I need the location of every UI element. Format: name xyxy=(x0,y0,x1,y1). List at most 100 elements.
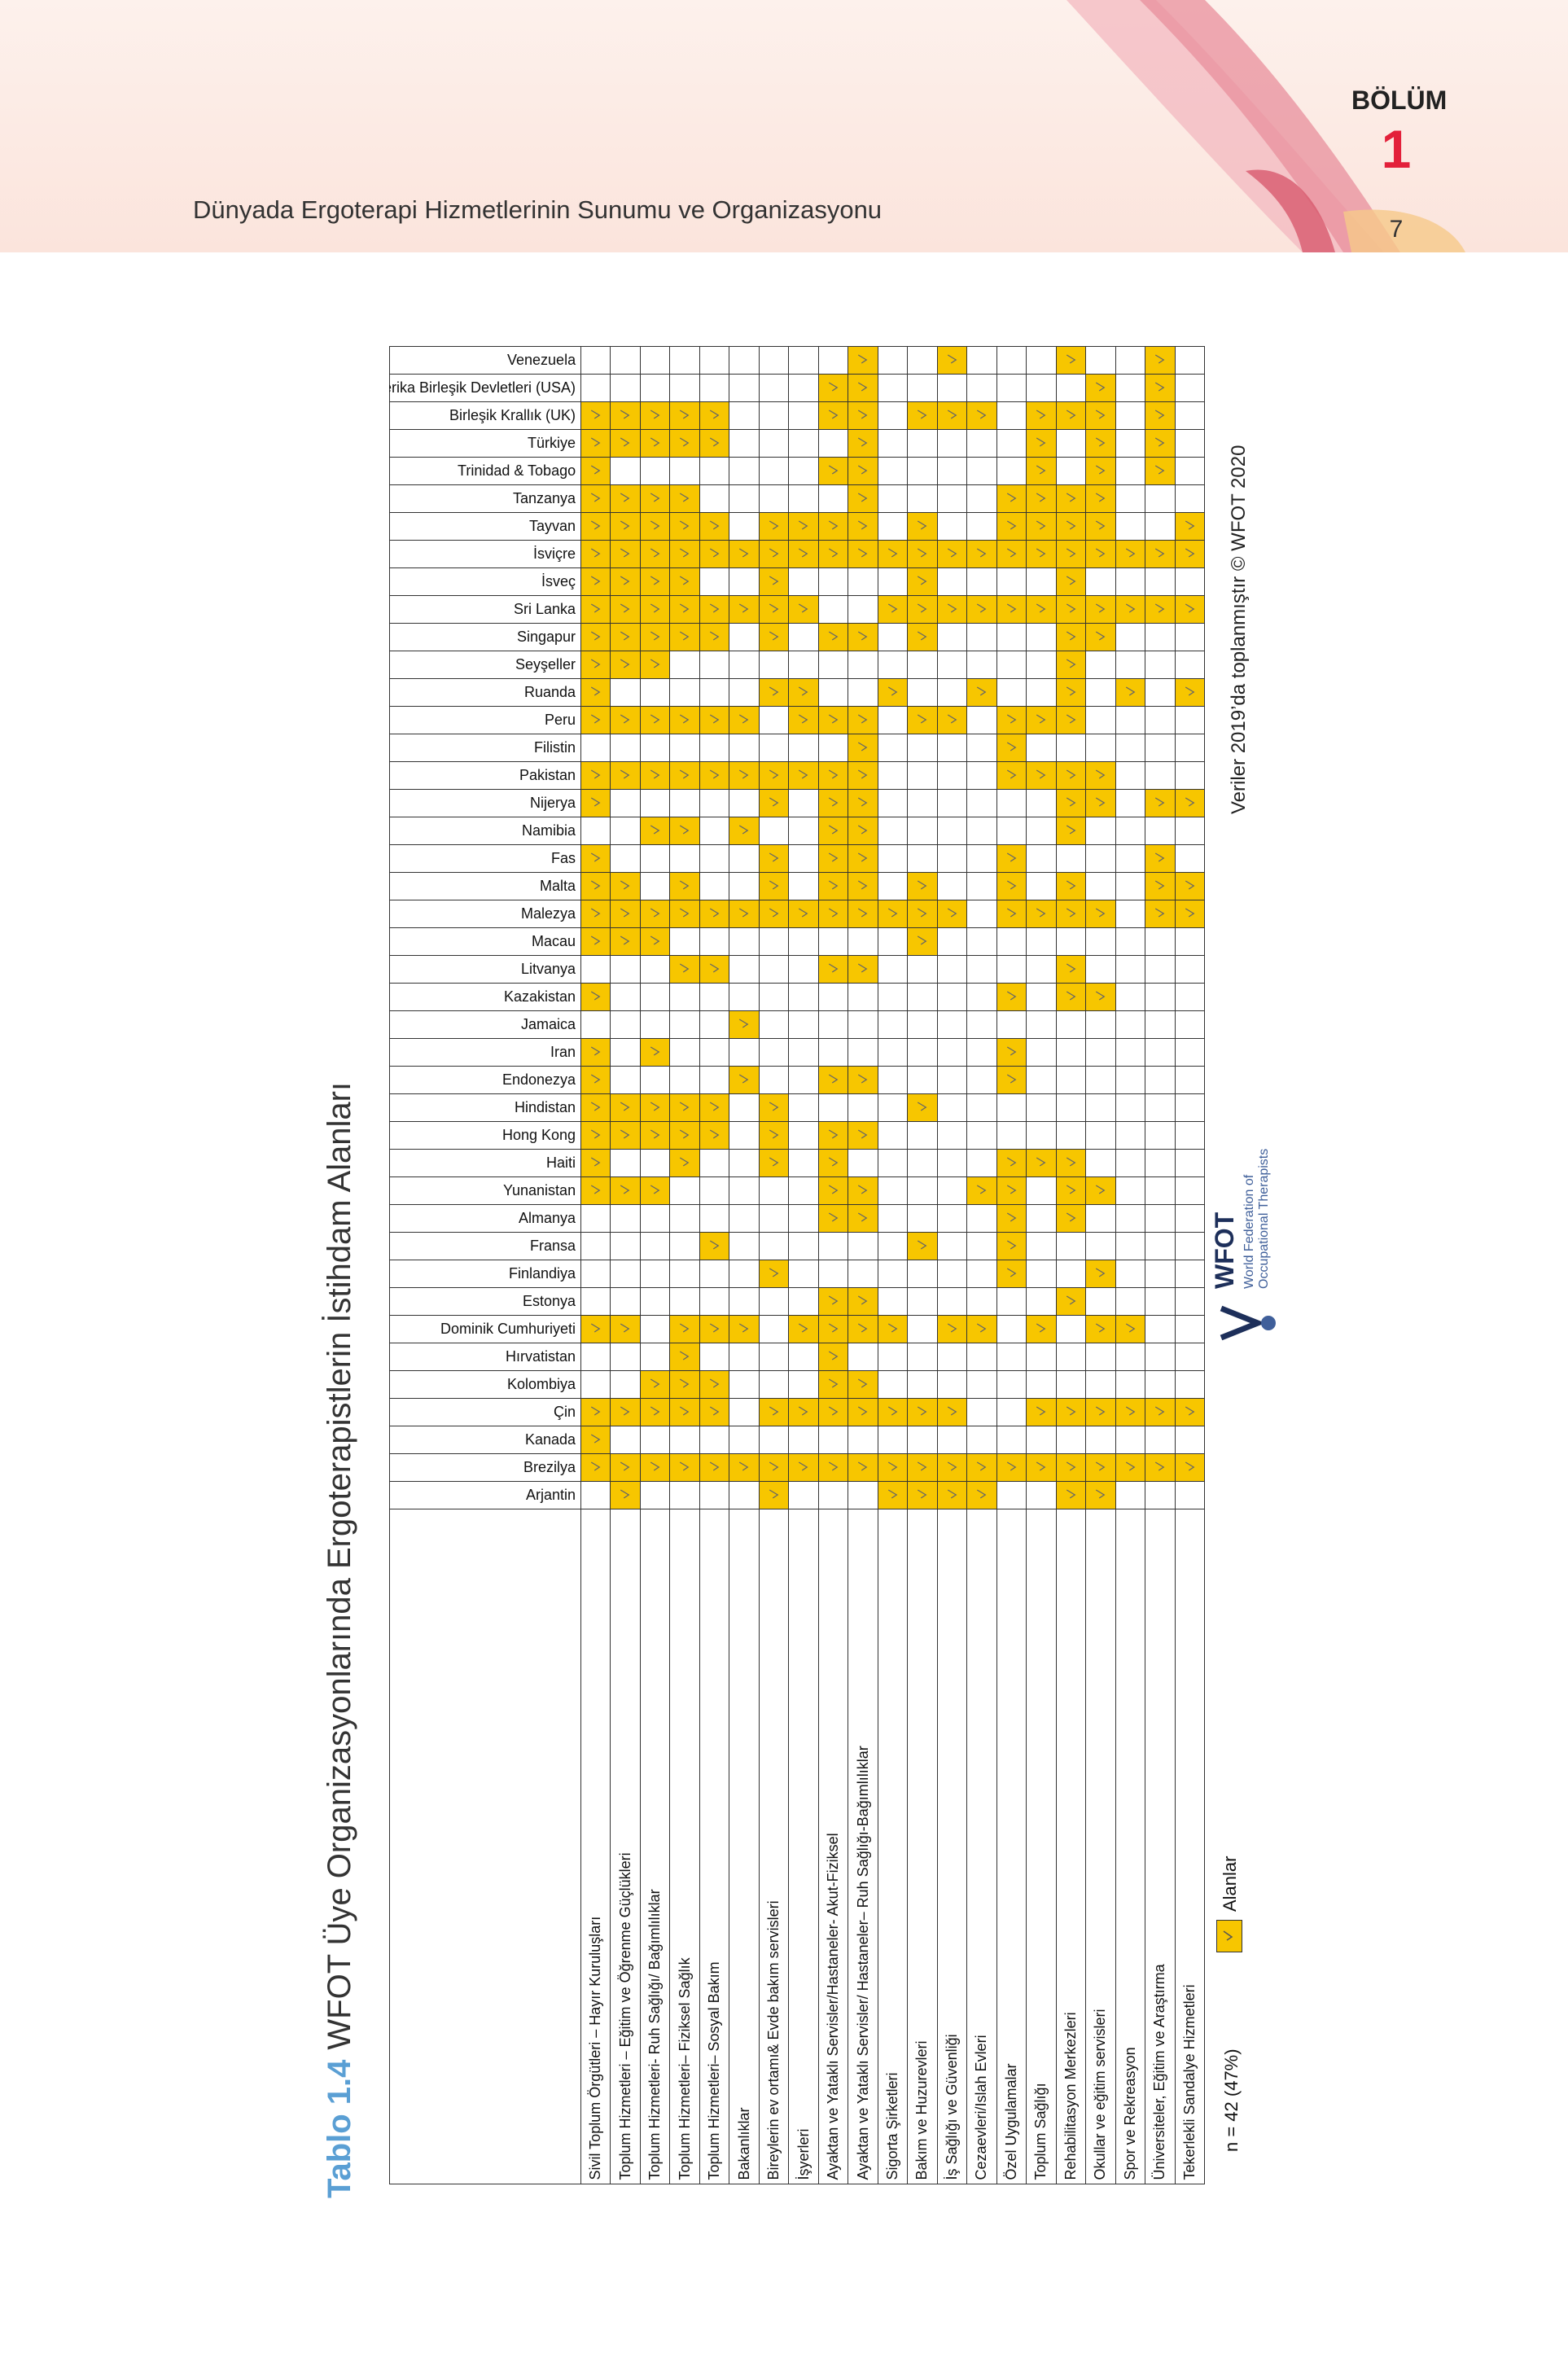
check-path xyxy=(680,548,690,558)
mark-cell xyxy=(848,1453,878,1481)
check-path xyxy=(590,631,601,641)
check xyxy=(709,520,720,530)
check-path xyxy=(1066,520,1076,530)
check-path xyxy=(918,631,927,641)
check-path xyxy=(650,1185,660,1194)
mark-cell xyxy=(699,872,730,900)
mark-cell xyxy=(996,567,1027,595)
check-path xyxy=(828,825,839,835)
mark-cell xyxy=(996,844,1027,872)
mark-cell xyxy=(967,1343,997,1370)
check xyxy=(1066,603,1076,613)
check xyxy=(1006,1074,1017,1084)
check-path xyxy=(590,1129,601,1139)
check xyxy=(1095,520,1106,530)
mark-cell xyxy=(967,1010,997,1038)
mark-cell xyxy=(967,706,997,734)
mark-cell xyxy=(996,872,1027,900)
mark-cell xyxy=(818,678,849,706)
mark-cell xyxy=(759,346,790,374)
mark-cell xyxy=(1115,1370,1146,1398)
mark-cell xyxy=(1145,1066,1176,1093)
mark-cell xyxy=(1115,1315,1146,1343)
mark-cell xyxy=(1086,651,1116,678)
mark-cell xyxy=(699,401,730,429)
mark-cell xyxy=(789,1315,819,1343)
check xyxy=(709,1102,720,1111)
check-path xyxy=(1006,742,1017,751)
mark-cell xyxy=(699,1038,730,1066)
check-path xyxy=(947,714,957,724)
mark-cell xyxy=(908,429,938,457)
check-path xyxy=(650,908,660,918)
mark-cell xyxy=(611,1426,641,1453)
mark-cell xyxy=(1086,955,1116,983)
check xyxy=(650,714,660,724)
mark-cell xyxy=(729,927,760,955)
mark-cell xyxy=(789,1287,819,1315)
mark-cell xyxy=(818,900,849,927)
mark-cell xyxy=(937,1093,968,1121)
check xyxy=(858,1406,868,1416)
mark-cell xyxy=(908,678,938,706)
check xyxy=(918,908,927,918)
check-path xyxy=(1066,548,1076,558)
country-header: Fransa xyxy=(388,1232,581,1260)
mark-cell xyxy=(759,1232,790,1260)
mark-cell xyxy=(670,1287,700,1315)
mark-cell xyxy=(759,789,790,817)
check xyxy=(590,1046,601,1056)
check-path xyxy=(799,908,808,918)
check-path xyxy=(858,742,868,751)
check-path xyxy=(680,603,690,613)
check-path xyxy=(858,354,868,364)
mark-cell xyxy=(670,734,700,761)
mark-cell xyxy=(818,872,849,900)
check-path xyxy=(858,797,868,807)
check-path xyxy=(1006,1046,1017,1056)
mark-cell xyxy=(848,595,878,623)
check-path xyxy=(680,963,690,973)
check-path xyxy=(1066,576,1076,585)
check xyxy=(769,1268,779,1277)
mark-cell xyxy=(1086,1398,1116,1426)
mark-cell xyxy=(996,817,1027,844)
check-path xyxy=(1006,520,1017,530)
mark-cell xyxy=(611,789,641,817)
mark-cell xyxy=(789,457,819,484)
mark-cell xyxy=(908,1149,938,1176)
mark-cell xyxy=(1027,1038,1057,1066)
check-path xyxy=(769,576,779,585)
mark-cell xyxy=(699,983,730,1010)
mark-cell xyxy=(937,955,968,983)
mark-cell xyxy=(818,457,849,484)
area-label: İş Sağlığı ve Güvenliği xyxy=(937,1509,968,2185)
mark-cell xyxy=(699,1204,730,1232)
mark-cell xyxy=(789,401,819,429)
mark-cell xyxy=(581,1232,611,1260)
check xyxy=(1036,410,1046,419)
mark-cell xyxy=(967,651,997,678)
mark-cell xyxy=(937,457,968,484)
mark-cell xyxy=(581,1287,611,1315)
check xyxy=(947,1323,957,1333)
check-path xyxy=(947,1489,957,1499)
mark-cell xyxy=(789,817,819,844)
mark-cell xyxy=(878,374,909,401)
mark-cell xyxy=(670,651,700,678)
mark-cell xyxy=(1145,1121,1176,1149)
mark-cell xyxy=(729,678,760,706)
check xyxy=(858,548,868,558)
check-path xyxy=(858,1295,868,1305)
mark-cell xyxy=(1145,789,1176,817)
check xyxy=(769,1461,779,1471)
mark-cell xyxy=(1027,789,1057,817)
check-path xyxy=(1185,797,1194,807)
check xyxy=(769,1129,779,1139)
check xyxy=(1066,659,1076,668)
check xyxy=(620,631,630,641)
check-path xyxy=(1066,825,1076,835)
check-path xyxy=(1006,1461,1017,1471)
mark-cell xyxy=(611,1315,641,1343)
mark-cell xyxy=(937,872,968,900)
